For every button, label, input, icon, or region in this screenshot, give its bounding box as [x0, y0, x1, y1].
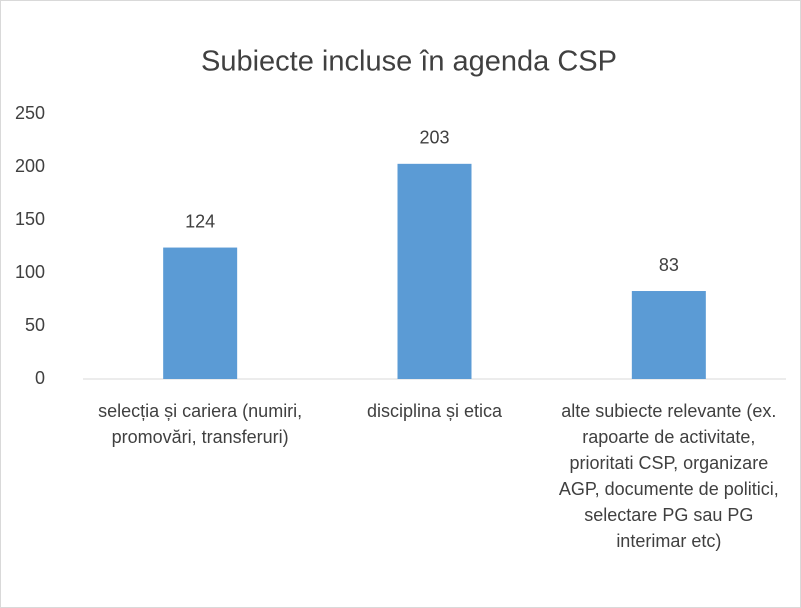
y-tick-label: 150	[15, 209, 45, 229]
y-tick-label: 0	[35, 368, 45, 388]
y-tick-label: 100	[15, 262, 45, 282]
data-label: 124	[185, 211, 215, 231]
y-tick-label: 250	[15, 103, 45, 123]
x-tick-label: disciplina și etica	[366, 401, 503, 421]
x-tick-label: alte subiecte relevante (ex. rapoarte de…	[558, 401, 779, 551]
y-tick-label: 200	[15, 156, 45, 176]
data-label: 203	[419, 128, 449, 148]
y-tick-label: 50	[25, 315, 45, 335]
data-label: 83	[659, 255, 679, 275]
bar	[397, 163, 472, 379]
x-tick-label: selecția și cariera (numiri, promovări, …	[98, 401, 303, 447]
bar	[631, 291, 706, 379]
chart-title: Subiecte incluse în agenda CSP	[201, 46, 617, 78]
bar	[163, 247, 238, 379]
